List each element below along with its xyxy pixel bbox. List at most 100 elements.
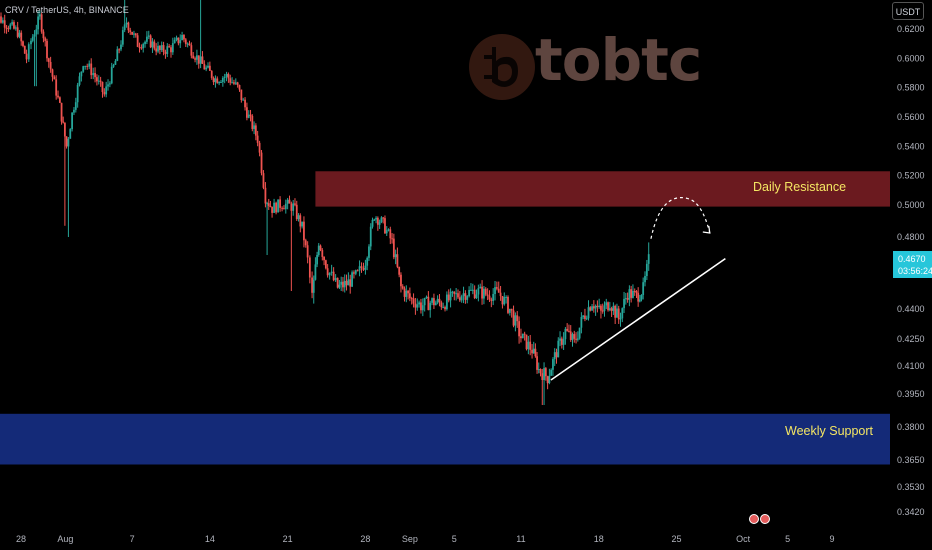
candle-body [360,266,363,269]
candle-body [221,77,224,82]
candle-body [621,308,624,319]
candle-body [74,102,77,110]
candle-body [479,286,482,289]
candle-body [118,49,121,51]
candle-body [380,217,383,223]
time-tick-label: 28 [360,534,370,544]
candle-body [170,47,172,53]
candle-body [46,40,48,59]
zones-layer [0,171,890,465]
candle-body [607,302,609,311]
candle-body [244,99,246,108]
candle-body [501,296,504,305]
candle-body [283,208,285,210]
candle-body [421,305,424,311]
time-tick-label: Sep [402,534,418,544]
candle-body [73,109,75,113]
candle-body [531,349,533,354]
candle-body [624,298,627,300]
candle-body [35,29,38,35]
candle-body [231,82,233,84]
candle-body [414,303,417,308]
candle-body [516,315,519,322]
candle-body [527,341,530,350]
candle-body [376,217,379,225]
candle-body [186,43,189,45]
candle-body [382,217,385,219]
candle-body [277,199,279,213]
candle-body [408,293,411,299]
candle-body [62,121,65,123]
candle-body [358,266,361,271]
candle-body [168,46,171,48]
last-price-value: 0.4670 [898,254,926,264]
candle-body [447,294,450,301]
candle-body [647,254,650,264]
tobtc-logo-mark [469,34,535,100]
candle-body [626,298,629,300]
candle-body [455,293,458,295]
price-tick-label: 0.3800 [897,422,925,432]
candle-body [362,268,365,270]
candle-body [136,35,139,47]
support-zone [0,413,890,465]
candle-body [569,331,572,340]
currency-button[interactable]: USDT [892,2,924,20]
time-tick-label: 7 [130,534,135,544]
candle-body [481,286,483,299]
candle-body [236,82,239,85]
candle-body [127,22,130,31]
candle-body [13,22,15,29]
candle-body [391,238,393,240]
candle-body [175,37,178,40]
candle-body [240,89,243,100]
candle-body [57,95,59,98]
candle-body [438,298,441,303]
event-flag-icon[interactable] [749,514,759,524]
candle-body [605,302,608,306]
candle-body [550,369,553,376]
candle-body [632,290,634,298]
candle-body [271,206,273,213]
candle-body [407,290,409,294]
candle-body [295,204,298,220]
candle-body [129,30,132,32]
candle-body [440,302,443,308]
time-tick-label: Oct [736,534,751,544]
candle-body [637,292,640,302]
candle-body [247,114,250,118]
candle-body [44,38,47,41]
candle-body [273,202,275,213]
candle-body [520,336,522,339]
candle-body [203,63,206,70]
price-tick-label: 0.3420 [897,507,925,517]
candle-body [30,40,32,45]
candle-body [544,368,547,377]
time-tick-label: 21 [283,534,293,544]
symbol-title[interactable]: CRV / TetherUS, 4h, BINANCE [5,5,129,15]
candle-body [125,22,128,25]
candle-body [512,310,515,326]
candle-body [229,78,232,83]
candle-body [242,99,245,101]
candle-body [342,281,344,288]
candle-body [330,271,333,273]
annotation-lines-layer [550,197,726,381]
event-flags[interactable] [749,511,771,529]
candle-body [464,293,467,300]
candle-body [49,61,52,70]
candle-body [324,260,327,269]
time-axis[interactable]: 28 Aug 7 14 21 28 Sep 5 11 18 25 Oct 5 9 [16,534,835,544]
price-tick-label: 0.4250 [897,334,925,344]
candle-body [603,305,606,312]
candle-body [192,55,195,59]
candle-body [275,202,277,213]
event-flag-icon[interactable] [760,514,770,524]
candle-body [11,22,14,25]
price-tick-label: 0.3950 [897,389,925,399]
candle-body [495,287,498,289]
candle-body [585,318,588,320]
candle-body [394,254,397,258]
candle-body [553,352,556,360]
